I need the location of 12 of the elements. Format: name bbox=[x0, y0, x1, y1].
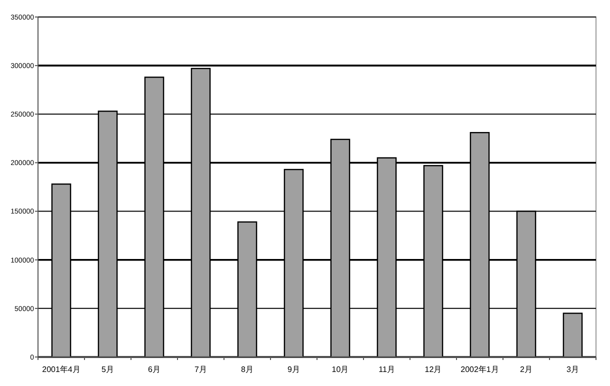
x-tick-label: 2001年4月 bbox=[42, 365, 80, 374]
x-tick-label: 6月 bbox=[148, 365, 160, 374]
x-tick-label: 3月 bbox=[566, 365, 579, 374]
x-tick-label: 7月 bbox=[194, 365, 207, 374]
x-tick-label: 8月 bbox=[241, 365, 254, 374]
x-tick-label: 2月 bbox=[520, 365, 532, 374]
x-tick-label: 9月 bbox=[288, 365, 300, 374]
x-tick-label: 5月 bbox=[102, 365, 114, 374]
x-tick-label: 11月 bbox=[378, 365, 395, 374]
x-tick-label: 12月 bbox=[424, 365, 442, 374]
x-tick-label: 2002年1月 bbox=[460, 365, 499, 374]
x-tick-label: 10月 bbox=[332, 365, 349, 374]
